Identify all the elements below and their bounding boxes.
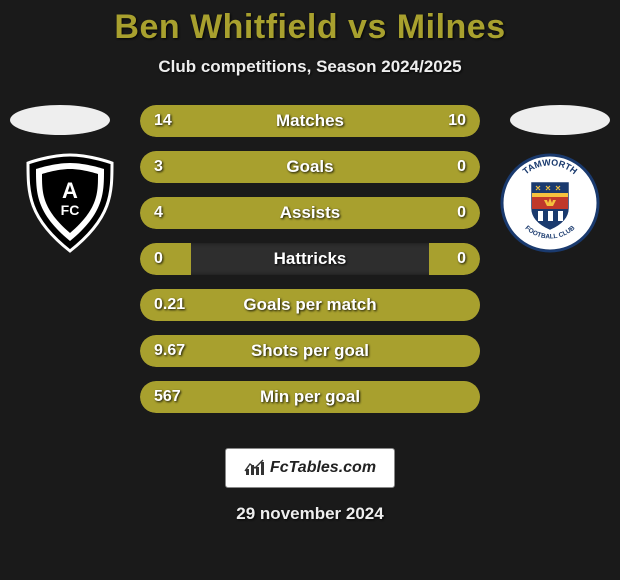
stat-value-left: 0 bbox=[154, 243, 163, 275]
site-logo: FcTables.com bbox=[225, 448, 395, 488]
stat-row: Goals per match0.21 bbox=[140, 289, 480, 321]
main-area: A FC TAMWORTH FOOTBALL CLUB bbox=[0, 105, 620, 580]
stat-label: Min per goal bbox=[140, 381, 480, 413]
stat-value-left: 567 bbox=[154, 381, 181, 413]
page-subtitle: Club competitions, Season 2024/2025 bbox=[158, 57, 461, 77]
stat-row: Min per goal567 bbox=[140, 381, 480, 413]
page-title: Ben Whitfield vs Milnes bbox=[114, 8, 505, 47]
shield-icon: TAMWORTH FOOTBALL CLUB bbox=[500, 153, 600, 253]
stat-row: Goals3 0 bbox=[140, 151, 480, 183]
svg-text:FC: FC bbox=[61, 202, 80, 218]
club-badge-right: TAMWORTH FOOTBALL CLUB bbox=[500, 153, 600, 253]
stat-row: Assists4 0 bbox=[140, 197, 480, 229]
stat-value-left: 4 bbox=[154, 197, 163, 229]
stat-label: Goals per match bbox=[140, 289, 480, 321]
stat-value-right: 0 bbox=[457, 197, 466, 229]
stat-row: Matches14 10 bbox=[140, 105, 480, 137]
stat-row: Hattricks0 0 bbox=[140, 243, 480, 275]
club-badge-left: A FC bbox=[20, 153, 120, 253]
halo-right bbox=[510, 105, 610, 135]
stat-label: Goals bbox=[140, 151, 480, 183]
site-name: FcTables.com bbox=[270, 459, 376, 477]
comparison-infographic: Ben Whitfield vs Milnes Club competition… bbox=[0, 0, 620, 580]
stat-value-right: 0 bbox=[457, 151, 466, 183]
stat-value-right: 0 bbox=[457, 243, 466, 275]
svg-text:A: A bbox=[62, 178, 78, 203]
stat-value-left: 0.21 bbox=[154, 289, 185, 321]
shield-icon: A FC bbox=[20, 153, 120, 253]
stat-label: Hattricks bbox=[140, 243, 480, 275]
stat-label: Shots per goal bbox=[140, 335, 480, 367]
chart-icon bbox=[244, 459, 266, 477]
stat-value-left: 9.67 bbox=[154, 335, 185, 367]
stat-row: Shots per goal9.67 bbox=[140, 335, 480, 367]
stat-bars: Matches1410Goals30Assists40Hattricks00Go… bbox=[140, 105, 480, 413]
halo-left bbox=[10, 105, 110, 135]
stat-value-left: 3 bbox=[154, 151, 163, 183]
stat-value-right: 10 bbox=[448, 105, 466, 137]
stat-value-left: 14 bbox=[154, 105, 172, 137]
stat-label: Matches bbox=[140, 105, 480, 137]
stat-label: Assists bbox=[140, 197, 480, 229]
footer-date: 29 november 2024 bbox=[236, 504, 383, 524]
